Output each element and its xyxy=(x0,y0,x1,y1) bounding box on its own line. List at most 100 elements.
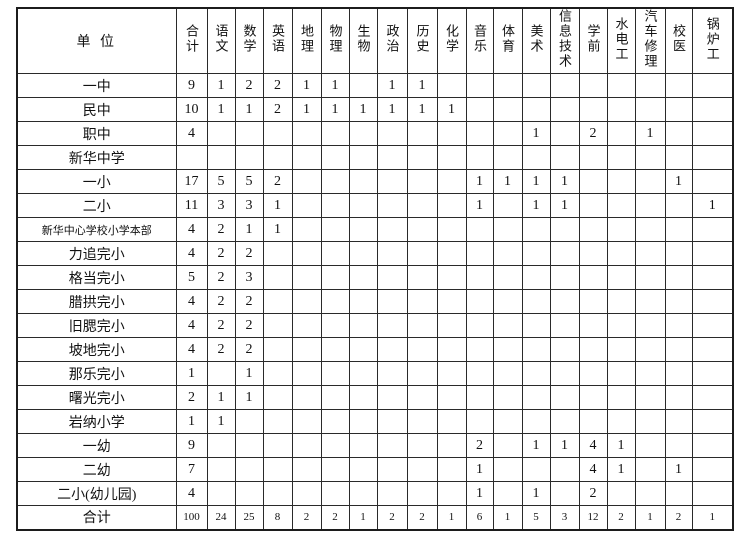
cell: 2 xyxy=(465,433,494,458)
cell xyxy=(606,97,636,122)
column-header-label: 地理 xyxy=(299,24,314,54)
cell: 5 xyxy=(175,265,208,290)
cell xyxy=(664,97,693,122)
cell xyxy=(691,361,734,386)
cell xyxy=(634,73,666,98)
cell xyxy=(291,457,322,482)
cell xyxy=(606,289,636,314)
cell: 2 xyxy=(206,241,236,266)
cell: 1 xyxy=(634,121,666,146)
cell xyxy=(664,217,693,242)
cell xyxy=(406,265,438,290)
cell: 1 xyxy=(465,193,494,218)
cell xyxy=(262,241,293,266)
cell xyxy=(578,265,608,290)
cell xyxy=(436,217,467,242)
cell xyxy=(492,193,523,218)
column-header-label: 数学 xyxy=(241,24,257,54)
cell xyxy=(549,361,580,386)
column-header-label: 美术 xyxy=(528,24,544,54)
cell xyxy=(206,457,236,482)
cell xyxy=(492,97,523,122)
cell xyxy=(436,265,467,290)
table-row: 职中 4 1 2 1 xyxy=(16,121,734,146)
cell xyxy=(234,457,264,482)
table-row: 格当完小 5 2 3 xyxy=(16,265,734,290)
column-header-3: 数学 xyxy=(234,7,264,74)
cell xyxy=(492,457,523,482)
cell xyxy=(262,433,293,458)
cell xyxy=(206,433,236,458)
cell xyxy=(492,361,523,386)
cell: 6 xyxy=(465,505,494,530)
cell xyxy=(691,217,734,242)
cell xyxy=(376,169,408,194)
cell xyxy=(406,385,438,410)
cell: 9 xyxy=(175,433,208,458)
cell: 1 xyxy=(376,97,408,122)
cell xyxy=(465,361,494,386)
cell xyxy=(634,313,666,338)
cell xyxy=(606,481,636,506)
cell xyxy=(291,193,322,218)
cell xyxy=(376,121,408,146)
cell xyxy=(578,73,608,98)
cell: 5 xyxy=(206,169,236,194)
cell xyxy=(436,241,467,266)
cell xyxy=(320,145,350,170)
cell: 9 xyxy=(175,73,208,98)
cell: 17 xyxy=(175,169,208,194)
cell xyxy=(348,433,378,458)
cell: 2 xyxy=(206,265,236,290)
cell xyxy=(291,385,322,410)
cell: 1 xyxy=(291,73,322,98)
row-label: 职中 xyxy=(16,121,177,146)
cell xyxy=(521,457,551,482)
cell xyxy=(291,337,322,362)
row-label: 二小(幼儿园) xyxy=(16,481,177,506)
cell xyxy=(492,481,523,506)
cell: 2 xyxy=(578,121,608,146)
cell xyxy=(291,169,322,194)
cell xyxy=(206,145,236,170)
cell: 5 xyxy=(521,505,551,530)
cell: 11 xyxy=(175,193,208,218)
cell xyxy=(465,97,494,122)
cell: 1 xyxy=(206,97,236,122)
cell xyxy=(436,145,467,170)
cell xyxy=(406,241,438,266)
cell: 1 xyxy=(691,505,734,530)
cell xyxy=(691,385,734,410)
cell xyxy=(549,337,580,362)
cell: 1 xyxy=(549,169,580,194)
cell xyxy=(634,385,666,410)
cell xyxy=(348,481,378,506)
cell: 1 xyxy=(206,73,236,98)
column-header-13: 美术 xyxy=(521,7,551,74)
cell xyxy=(521,361,551,386)
cell xyxy=(436,121,467,146)
cell xyxy=(492,73,523,98)
cell xyxy=(521,313,551,338)
cell xyxy=(549,97,580,122)
cell: 4 xyxy=(175,217,208,242)
cell: 2 xyxy=(234,241,264,266)
cell: 1 xyxy=(465,457,494,482)
cell xyxy=(691,457,734,482)
unit-column-header: 单 位 xyxy=(16,7,177,74)
column-header-label: 历史 xyxy=(414,24,430,54)
cell: 1 xyxy=(320,73,350,98)
cell: 2 xyxy=(206,313,236,338)
cell: 3 xyxy=(234,193,264,218)
cell xyxy=(606,409,636,434)
cell: 1 xyxy=(234,361,264,386)
column-header-label: 化学 xyxy=(444,24,459,54)
cell xyxy=(376,481,408,506)
table-row: 那乐完小 1 1 xyxy=(16,361,734,386)
cell: 1 xyxy=(606,433,636,458)
cell xyxy=(578,217,608,242)
cell: 2 xyxy=(320,505,350,530)
cell xyxy=(376,145,408,170)
cell xyxy=(578,409,608,434)
cell xyxy=(348,313,378,338)
